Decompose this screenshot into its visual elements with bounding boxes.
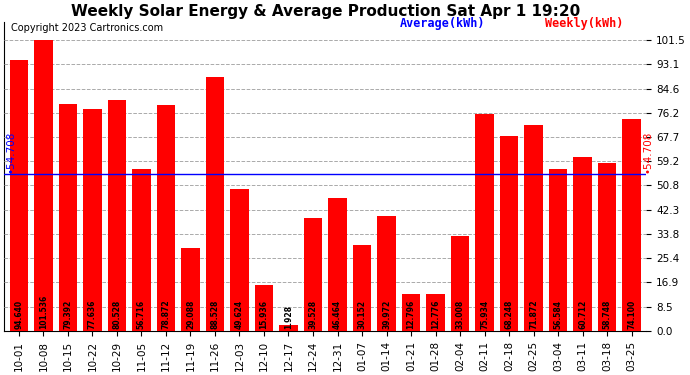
Text: 12.776: 12.776 [431, 299, 440, 328]
Text: Copyright 2023 Cartronics.com: Copyright 2023 Cartronics.com [10, 23, 163, 33]
Text: 29.088: 29.088 [186, 299, 195, 328]
Text: 74.100: 74.100 [627, 299, 636, 328]
Text: •54.708: •54.708 [642, 131, 653, 173]
Text: 79.392: 79.392 [63, 299, 72, 328]
Text: 68.248: 68.248 [504, 299, 513, 328]
Bar [622, 119, 641, 331]
Bar [353, 244, 371, 331]
Text: 94.640: 94.640 [14, 300, 23, 328]
Text: 71.872: 71.872 [529, 299, 538, 328]
Bar [255, 285, 273, 331]
Text: •54.708: •54.708 [6, 131, 15, 173]
Text: 30.152: 30.152 [357, 300, 366, 328]
Bar [328, 198, 346, 331]
Text: 1.928: 1.928 [284, 304, 293, 328]
Text: 78.872: 78.872 [161, 299, 170, 328]
Text: Average(kWh): Average(kWh) [400, 17, 486, 30]
Bar [279, 326, 297, 331]
Bar [83, 109, 101, 331]
Bar [230, 189, 248, 331]
Text: 56.716: 56.716 [137, 300, 146, 328]
Text: 56.584: 56.584 [553, 300, 562, 328]
Bar [549, 169, 567, 331]
Text: 12.796: 12.796 [406, 299, 415, 328]
Bar [475, 114, 494, 331]
Text: 39.528: 39.528 [308, 300, 317, 328]
Text: 77.636: 77.636 [88, 299, 97, 328]
Bar [451, 236, 469, 331]
Bar [10, 60, 28, 331]
Text: 39.972: 39.972 [382, 299, 391, 328]
Bar [304, 218, 322, 331]
Text: 60.712: 60.712 [578, 299, 587, 328]
Bar [108, 100, 126, 331]
Text: 15.936: 15.936 [259, 300, 268, 328]
Bar [598, 163, 616, 331]
Text: 33.008: 33.008 [455, 299, 464, 328]
Bar [132, 168, 150, 331]
Bar [157, 105, 175, 331]
Text: 49.624: 49.624 [235, 300, 244, 328]
Bar [206, 78, 224, 331]
Text: 58.748: 58.748 [602, 299, 611, 328]
Text: Weekly(kWh): Weekly(kWh) [545, 17, 624, 30]
Bar [34, 40, 52, 331]
Bar [426, 294, 445, 331]
Text: 80.528: 80.528 [112, 299, 121, 328]
Text: 75.934: 75.934 [480, 300, 489, 328]
Bar [402, 294, 420, 331]
Title: Weekly Solar Energy & Average Production Sat Apr 1 19:20: Weekly Solar Energy & Average Production… [70, 4, 580, 19]
Bar [573, 157, 592, 331]
Bar [524, 125, 543, 331]
Text: 88.528: 88.528 [210, 299, 219, 328]
Bar [181, 248, 199, 331]
Bar [377, 216, 396, 331]
Text: 46.464: 46.464 [333, 300, 342, 328]
Bar [59, 104, 77, 331]
Text: 101.536: 101.536 [39, 294, 48, 328]
Bar [500, 135, 518, 331]
